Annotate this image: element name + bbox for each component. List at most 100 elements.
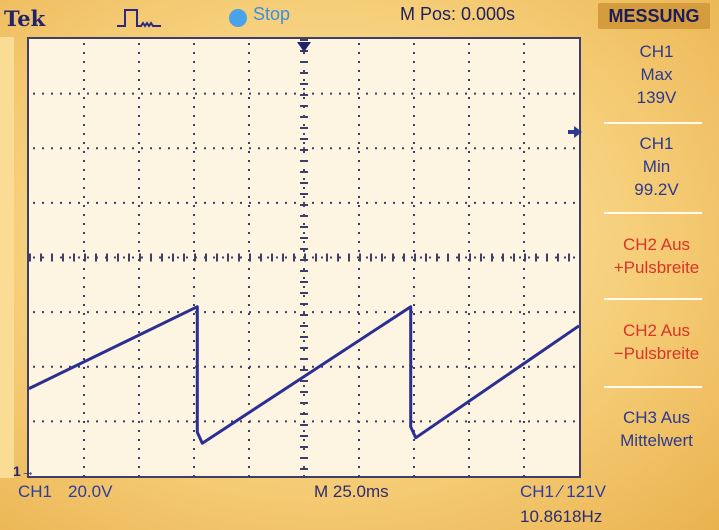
grid-dot <box>138 250 140 252</box>
grid-dot <box>195 147 197 150</box>
grid-dot <box>420 147 422 150</box>
grid-dot <box>96 365 98 368</box>
grid-dot <box>168 147 170 150</box>
grid-dot <box>474 365 476 368</box>
grid-dot <box>537 256 539 259</box>
measurement-slot-5[interactable]: CH3 Aus Mittelwert <box>594 406 719 452</box>
grid-dot <box>468 97 470 99</box>
grid-dot <box>384 420 386 423</box>
grid-dot <box>456 256 458 259</box>
grid-dot <box>546 201 548 204</box>
grid-dot <box>193 187 195 189</box>
grid-dot <box>413 205 415 207</box>
grid-dot <box>564 147 566 150</box>
grid-dot <box>501 365 503 368</box>
grid-dot <box>303 250 305 252</box>
grid-dot <box>303 295 305 297</box>
grid-dot <box>258 420 260 423</box>
grid-dot <box>519 201 521 204</box>
grid-dot <box>413 313 415 315</box>
grid-dot <box>411 256 413 259</box>
measurement-slot-3[interactable]: CH2 Aus +Pulsbreite <box>594 233 719 279</box>
grid-dot <box>222 201 224 204</box>
grid-dot <box>60 201 62 204</box>
grid-dot <box>330 365 332 368</box>
grid-dot <box>528 147 530 150</box>
grid-dot <box>564 256 566 259</box>
grid-dot <box>69 92 71 95</box>
grid-dot <box>420 311 422 314</box>
grid-dot <box>384 92 386 95</box>
grid-dot <box>413 304 415 306</box>
grid-dot <box>375 311 377 314</box>
grid-dot <box>366 92 368 95</box>
grid-dot <box>358 457 360 459</box>
grid-dot <box>177 256 179 259</box>
grid-dot <box>258 365 260 368</box>
trigger-readout: CH1 ∕ 121V <box>520 482 606 501</box>
grid-dot <box>358 178 360 180</box>
measurement-slot-2[interactable]: CH1 Min 99.2V <box>594 132 719 201</box>
grid-dot <box>358 70 360 72</box>
measurement-slot-1[interactable]: CH1 Max 139V <box>594 40 719 109</box>
grid-dot <box>413 70 415 72</box>
grid-dot <box>138 376 140 378</box>
grid-dot <box>523 277 525 279</box>
grid-dot <box>366 420 368 423</box>
menu-divider <box>604 122 702 124</box>
grid-dot <box>358 358 360 360</box>
grid-dot <box>78 201 80 204</box>
grid-dot <box>523 268 525 270</box>
slot-source: CH3 Aus <box>622 408 691 427</box>
grid-dot <box>348 365 350 368</box>
grid-dot <box>358 430 360 432</box>
grid-dot <box>96 420 98 423</box>
grid-dot <box>358 106 360 108</box>
grid-dot <box>465 311 467 314</box>
grid-dot <box>150 311 152 314</box>
grid-dot <box>358 169 360 171</box>
grid-dot <box>303 201 305 204</box>
grid-dot <box>429 311 431 314</box>
grid-dot <box>375 420 377 423</box>
grid-dot <box>468 340 470 342</box>
run-state-label[interactable]: Stop <box>253 4 291 24</box>
grid-dot <box>186 147 188 150</box>
grid-dot <box>303 88 305 90</box>
center-tick <box>161 253 163 262</box>
grid-dot <box>248 340 250 342</box>
grid-dot <box>438 92 440 95</box>
grid-dot <box>523 160 525 162</box>
grid-dot <box>357 201 359 204</box>
grid-dot <box>78 420 80 423</box>
grid-dot <box>222 256 224 259</box>
grid-dot <box>87 92 89 95</box>
measurement-slot-4[interactable]: CH2 Aus −Pulsbreite <box>594 319 719 365</box>
grid-dot <box>186 365 188 368</box>
grid-dot <box>312 256 314 259</box>
grid-dot <box>177 92 179 95</box>
grid-dot <box>96 147 98 150</box>
grid-dot <box>248 205 250 207</box>
grid-dot <box>413 88 415 90</box>
grid-dot <box>33 256 35 259</box>
grid-dot <box>193 403 195 405</box>
grid-dot <box>240 92 242 95</box>
grid-dot <box>393 201 395 204</box>
grid-dot <box>186 92 188 95</box>
grid-dot <box>523 286 525 288</box>
grid-dot <box>523 304 525 306</box>
grid-dot <box>248 475 250 476</box>
measurement-menu: MESSUNG CH1 Max 139V CH1 Min 99.2V CH2 A… <box>594 0 719 480</box>
grid-dot <box>523 403 525 405</box>
grid-dot <box>177 365 179 368</box>
slot-value: 139V <box>636 88 677 107</box>
grid-dot <box>193 313 195 315</box>
grid-dot <box>138 124 140 126</box>
grid-dot <box>258 92 260 95</box>
grid-dot <box>138 61 140 63</box>
grid-dot <box>83 412 85 414</box>
grid-dot <box>537 147 539 150</box>
grid-dot <box>294 311 296 314</box>
grid-dot <box>168 201 170 204</box>
